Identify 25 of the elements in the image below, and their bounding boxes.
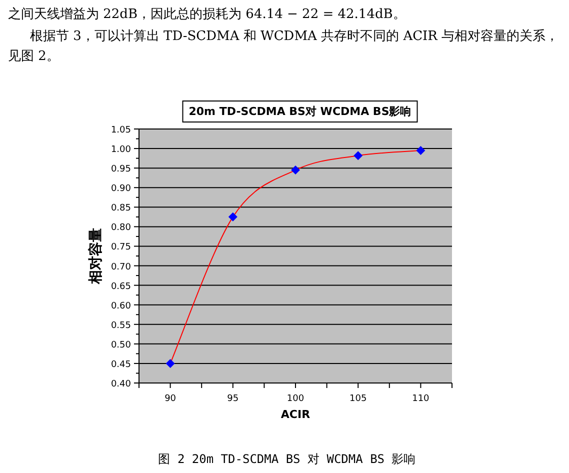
y-tick-label: 0.55 <box>110 320 131 331</box>
y-tick-label: 0.90 <box>110 184 132 194</box>
y-tick-label: 0.40 <box>110 380 132 390</box>
text: 根据节 3，可以计算出 TD-SCDMA 和 WCDMA 共存时不同的 ACIR 与相对容量的关系，见图 2。 <box>8 28 559 64</box>
y-tick-label: 0.85 <box>110 204 131 214</box>
x-tick-label: 105 <box>350 394 367 404</box>
x-tick-label: 95 <box>227 394 239 404</box>
text: 之间天线增益为 22dB，因此总的损耗为 64.14 − 22 = 42.14dB。 <box>8 7 406 22</box>
y-tick-label: 0.65 <box>110 282 131 292</box>
y-tick-label: 0.60 <box>110 301 132 312</box>
y-tick-label: 1.00 <box>110 145 132 156</box>
y-tick-label: 0.80 <box>110 223 132 234</box>
y-tick-label: 0.50 <box>110 340 132 350</box>
y-tick-label: 0.95 <box>110 164 131 175</box>
x-tick-label: 90 <box>164 394 176 404</box>
x-tick-label: 110 <box>412 394 430 404</box>
x-axis-title: ACIR <box>280 408 311 421</box>
y-tick-label: 0.70 <box>110 262 132 272</box>
x-tick-label: 100 <box>286 394 304 404</box>
caption: 图 2 20m TD-SCDMA BS 对 WCDMA BS 影响 <box>158 452 416 466</box>
y-tick-label: 1.05 <box>110 126 131 136</box>
chart-title: 20m TD-SCDMA BS对 WCDMA BS影响 <box>188 105 412 118</box>
y-axis-title: 相对容量 <box>87 228 104 285</box>
y-tick-label: 0.45 <box>110 360 131 370</box>
y-tick-label: 0.75 <box>110 242 131 253</box>
